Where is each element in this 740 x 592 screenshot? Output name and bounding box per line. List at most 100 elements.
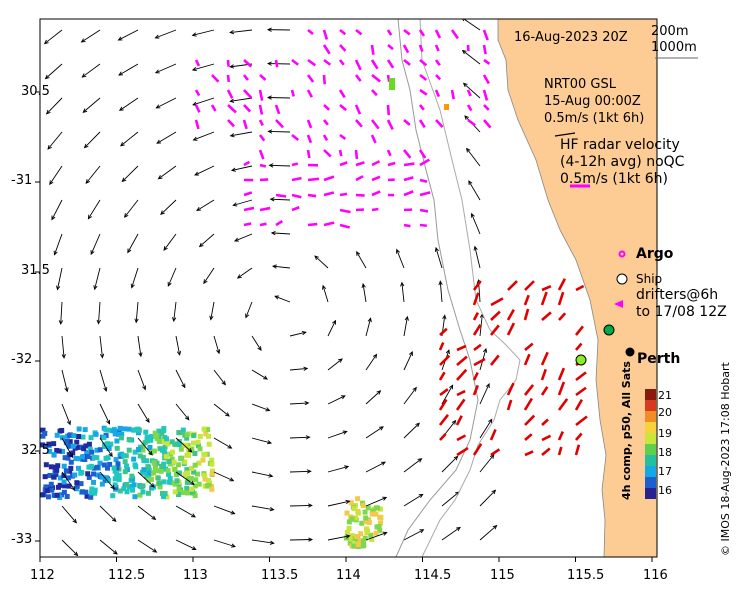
sst-pixel: [179, 455, 185, 461]
radar-vector: [259, 178, 269, 182]
sst-pixel: [129, 486, 135, 492]
radar-vector: [402, 44, 410, 54]
current-arrow: [403, 458, 422, 473]
drifter-vector: [439, 388, 449, 397]
sst-pixel: [377, 520, 383, 526]
sst-pixel: [362, 509, 368, 515]
drifter-vector: [524, 342, 534, 351]
radar-vector: [243, 160, 251, 167]
radar-vector: [259, 222, 267, 227]
radar-vector: [210, 104, 217, 112]
radar-vector: [434, 59, 441, 66]
sst-pixel: [363, 515, 369, 521]
ship-marker-2[interactable]: [575, 354, 587, 366]
current-arrow: [479, 383, 490, 405]
drifter-vector: [489, 354, 500, 366]
drifter-vector: [439, 433, 447, 441]
current-arrow: [192, 97, 215, 106]
sst-pixel: [144, 434, 150, 440]
sst-pixel: [110, 428, 116, 434]
sst-pixel: [70, 443, 76, 449]
sst-pixel: [99, 481, 105, 487]
current-arrowhead: [134, 318, 139, 324]
radar-vector: [339, 133, 347, 140]
sst-pixel: [157, 480, 163, 486]
sst-pixel: [47, 472, 53, 478]
radar-label-1: HF radar velocity: [560, 137, 680, 153]
drifter-vector: [575, 432, 583, 441]
radar-vector: [483, 119, 492, 129]
drifter-vector: [456, 446, 469, 457]
sst-pixel: [126, 436, 132, 442]
current-arrow: [137, 335, 142, 357]
current-arrowhead: [263, 375, 269, 380]
sst-pixel: [112, 431, 118, 437]
drifter-vector: [541, 284, 552, 292]
radar-vector: [371, 160, 381, 167]
radar-vector: [338, 149, 343, 157]
sst-pixel: [373, 530, 379, 536]
current-arrowhead: [155, 104, 161, 109]
sst-pixel: [88, 490, 94, 496]
radar-vector: [243, 191, 253, 197]
current-arrow: [81, 29, 101, 43]
current-arrowhead: [123, 213, 129, 218]
axis-ticks: [35, 91, 653, 562]
sst-pixel: [106, 477, 112, 483]
radar-vector: [323, 149, 332, 158]
sst-pixel: [363, 519, 369, 525]
radar-vector: [371, 207, 379, 212]
drifter-vector: [574, 325, 584, 336]
current-arrowhead: [130, 283, 135, 289]
current-arrowhead: [230, 543, 236, 548]
sst-pixel: [46, 441, 52, 447]
hotspot-marker: [444, 104, 449, 110]
current-arrowhead: [229, 64, 235, 69]
sst-pixel: [151, 448, 157, 454]
sst-pixel: [189, 486, 195, 492]
current-arrow: [327, 535, 350, 541]
current-arrowhead: [419, 529, 425, 534]
current-arrow: [122, 165, 139, 182]
current-arrow: [213, 505, 235, 515]
current-arrow: [479, 489, 496, 507]
current-arrowhead: [415, 422, 420, 428]
sst-pixel: [62, 483, 68, 489]
sst-pixel: [147, 444, 153, 450]
ship-marker-1[interactable]: [603, 324, 615, 336]
radar-vector: [419, 58, 428, 67]
radar-vector: [323, 221, 335, 227]
sst-pixel: [167, 475, 173, 481]
current-arrowhead: [268, 163, 274, 168]
sst-pixel: [117, 488, 123, 494]
current-arrow: [365, 532, 387, 541]
sst-pixel: [209, 468, 215, 474]
sst-pixel: [170, 449, 176, 455]
sst-pixel: [134, 426, 140, 432]
current-arrowhead: [90, 250, 95, 256]
drifter-vector: [540, 386, 549, 396]
sst-pixel: [78, 481, 84, 487]
sst-pixels: [40, 425, 384, 549]
current-arrow: [251, 335, 262, 351]
current-arrowhead: [225, 412, 230, 417]
current-arrowhead: [230, 167, 236, 172]
drifter-vector: [523, 397, 533, 411]
radar-vector: [419, 208, 429, 213]
current-arrowhead: [118, 106, 124, 111]
sst-pixel: [76, 444, 82, 450]
radar-vector: [243, 89, 253, 99]
radar-vector: [322, 44, 331, 55]
sst-pixel: [97, 447, 103, 453]
colorbar-tick-18: 18: [658, 446, 672, 459]
current-arrow: [99, 403, 110, 425]
current-arrowhead: [112, 550, 118, 555]
sst-pixel: [200, 457, 206, 463]
colorbar-band: [645, 400, 656, 411]
sst-pixel: [91, 465, 97, 471]
radar-vector: [339, 44, 347, 52]
radar-vector: [259, 163, 267, 168]
drifter-vector: [456, 368, 468, 381]
current-arrow: [267, 97, 291, 99]
sst-pixel: [73, 486, 79, 492]
